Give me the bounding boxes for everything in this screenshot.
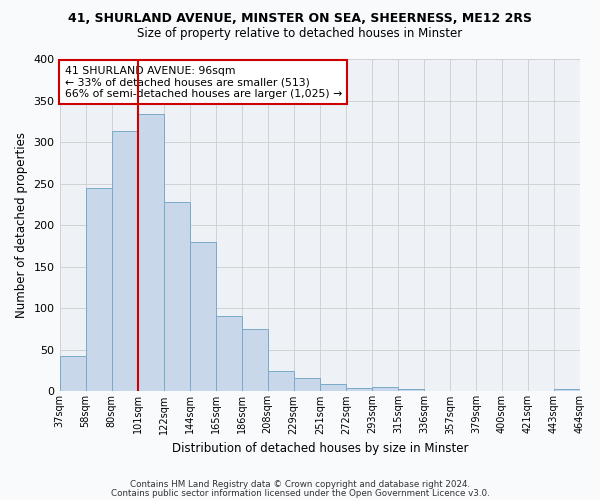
Bar [112, 132, 137, 392]
X-axis label: Distribution of detached houses by size in Minster: Distribution of detached houses by size … [172, 442, 468, 455]
Bar [59, 356, 86, 392]
Bar [242, 329, 268, 392]
Bar [320, 384, 346, 392]
Bar [215, 316, 242, 392]
Bar [164, 202, 190, 392]
Bar [86, 188, 112, 392]
Text: 41 SHURLAND AVENUE: 96sqm
← 33% of detached houses are smaller (513)
66% of semi: 41 SHURLAND AVENUE: 96sqm ← 33% of detac… [65, 66, 342, 99]
Bar [398, 389, 424, 392]
Bar [554, 389, 580, 392]
Bar [268, 370, 294, 392]
Text: Contains HM Land Registry data © Crown copyright and database right 2024.: Contains HM Land Registry data © Crown c… [130, 480, 470, 489]
Bar [372, 387, 398, 392]
Bar [294, 378, 320, 392]
Bar [137, 114, 164, 392]
Bar [190, 242, 215, 392]
Text: Size of property relative to detached houses in Minster: Size of property relative to detached ho… [137, 28, 463, 40]
Text: Contains public sector information licensed under the Open Government Licence v3: Contains public sector information licen… [110, 489, 490, 498]
Text: 41, SHURLAND AVENUE, MINSTER ON SEA, SHEERNESS, ME12 2RS: 41, SHURLAND AVENUE, MINSTER ON SEA, SHE… [68, 12, 532, 26]
Y-axis label: Number of detached properties: Number of detached properties [15, 132, 28, 318]
Bar [346, 388, 372, 392]
